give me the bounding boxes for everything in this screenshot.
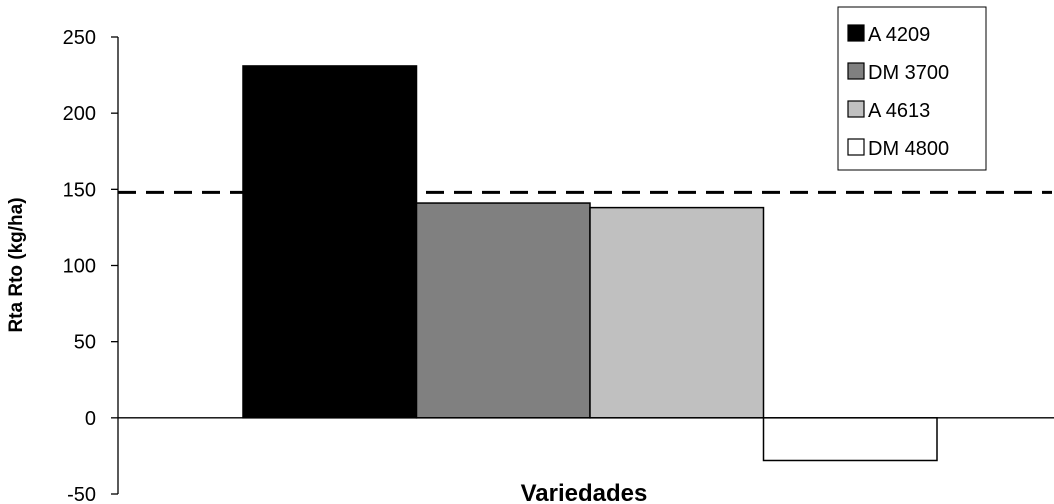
legend: A 4209 DM 3700 A 4613 DM 4800 — [837, 6, 987, 171]
y-tick-label: 250 — [63, 27, 96, 49]
y-tick-label: 0 — [85, 408, 96, 430]
y-tick-label: 150 — [63, 179, 96, 201]
bar-a-4209 — [242, 65, 418, 419]
y-axis-ticks: 250 200 150 100 50 0 -50 — [63, 27, 118, 504]
x-axis-title: Variedades — [521, 480, 648, 504]
y-axis-title: Rta Rto (kg/ha) — [6, 197, 27, 332]
legend-swatch — [847, 24, 865, 42]
legend-items: A 4209 DM 3700 A 4613 DM 4800 — [847, 24, 949, 160]
bar-dm-4800 — [762, 417, 938, 462]
legend-swatch — [847, 138, 865, 156]
bar-a-4613 — [589, 206, 765, 419]
legend-label: DM 4800 — [868, 138, 949, 160]
y-tick-label: -50 — [67, 484, 96, 504]
legend-swatch — [847, 62, 865, 80]
legend-label: A 4613 — [868, 100, 930, 122]
bar-dm-3700 — [415, 202, 591, 419]
legend-label: DM 3700 — [868, 62, 949, 84]
y-tick-label: 200 — [63, 103, 96, 125]
y-tick-label: 50 — [74, 332, 96, 354]
y-tick-label: 100 — [63, 256, 96, 278]
legend-label: A 4209 — [868, 24, 930, 46]
bars-group — [242, 65, 938, 462]
legend-swatch — [847, 100, 865, 118]
